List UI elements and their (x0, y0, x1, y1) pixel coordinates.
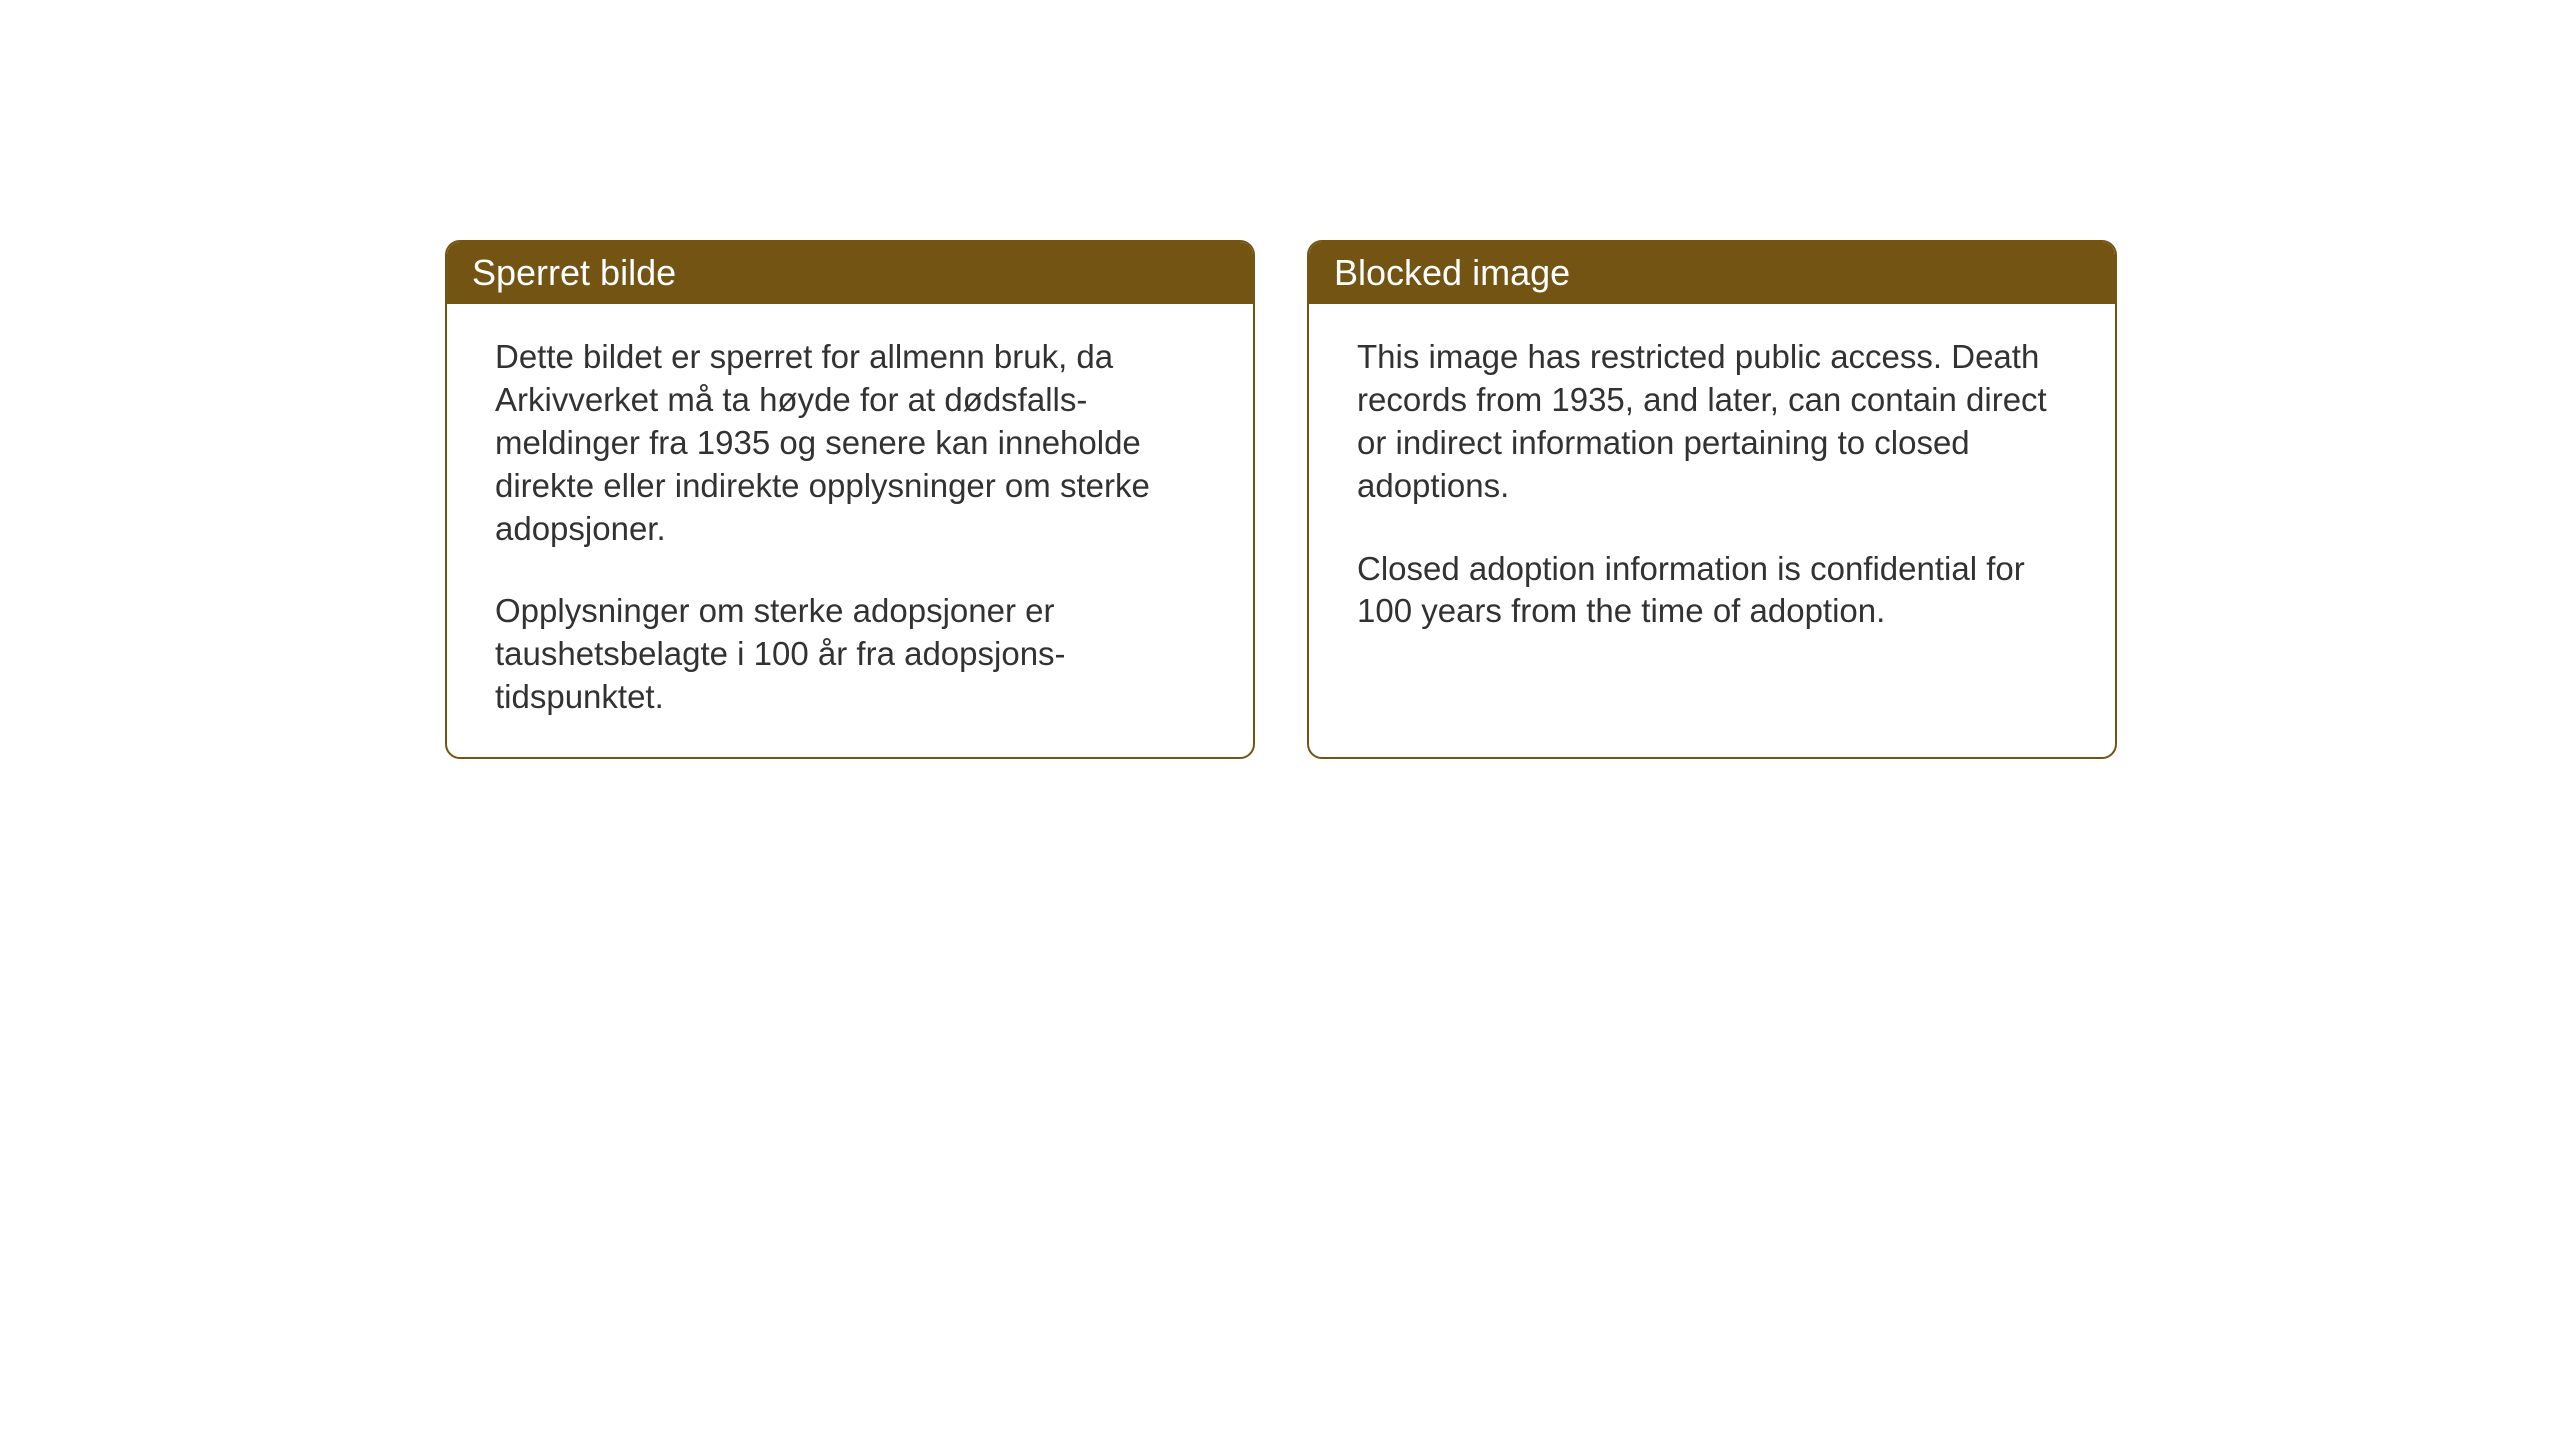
notice-card-norwegian: Sperret bilde Dette bildet er sperret fo… (445, 240, 1255, 759)
notice-card-english: Blocked image This image has restricted … (1307, 240, 2117, 759)
card-paragraph-english-1: This image has restricted public access.… (1357, 336, 2067, 508)
card-paragraph-english-2: Closed adoption information is confident… (1357, 548, 2067, 634)
card-title-english: Blocked image (1334, 252, 1570, 293)
card-paragraph-norwegian-2: Opplysninger om sterke adopsjoner er tau… (495, 590, 1205, 719)
card-header-norwegian: Sperret bilde (447, 242, 1253, 304)
card-body-norwegian: Dette bildet er sperret for allmenn bruk… (447, 304, 1253, 757)
card-paragraph-norwegian-1: Dette bildet er sperret for allmenn bruk… (495, 336, 1205, 550)
notice-container: Sperret bilde Dette bildet er sperret fo… (445, 240, 2117, 759)
card-title-norwegian: Sperret bilde (472, 252, 676, 293)
card-header-english: Blocked image (1309, 242, 2115, 304)
card-body-english: This image has restricted public access.… (1309, 304, 2115, 689)
